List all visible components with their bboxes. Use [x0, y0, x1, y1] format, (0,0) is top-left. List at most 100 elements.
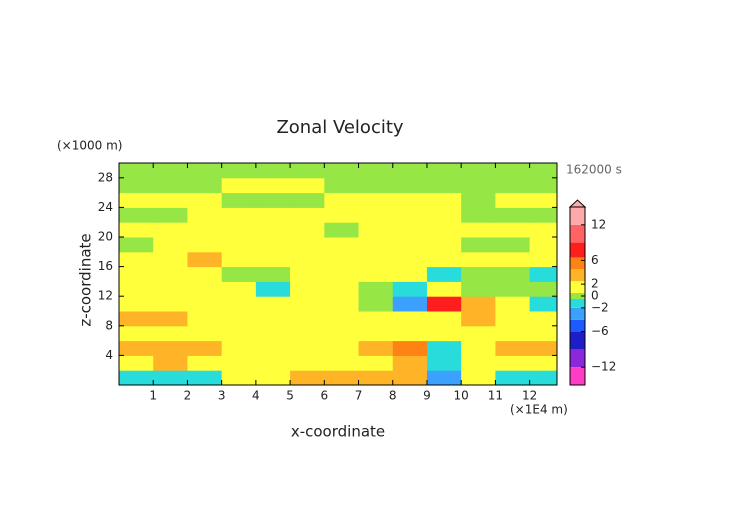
- cell: [153, 370, 188, 385]
- cell: [392, 340, 428, 356]
- cell: [187, 177, 223, 194]
- cell: [461, 177, 496, 194]
- cell: [426, 222, 462, 238]
- cell: [153, 192, 188, 208]
- cell: [461, 163, 496, 179]
- chart-title: Zonal Velocity: [276, 117, 403, 138]
- colorbar-tick-label: 0: [591, 289, 599, 303]
- cell: [153, 237, 188, 253]
- cell: [426, 251, 462, 268]
- cell: [221, 222, 257, 238]
- cell: [392, 251, 428, 268]
- cell: [255, 340, 291, 356]
- cell: [324, 355, 360, 371]
- cell: [290, 311, 325, 327]
- cell: [495, 296, 531, 312]
- cell: [358, 192, 394, 208]
- x-tick-label: 6: [320, 389, 328, 403]
- cell: [461, 340, 496, 356]
- y-tick-label: 12: [98, 289, 113, 303]
- cell: [221, 340, 257, 356]
- cell: [255, 192, 291, 208]
- cell: [290, 251, 325, 268]
- cell: [153, 340, 188, 356]
- cell: [119, 266, 154, 282]
- cell: [324, 163, 360, 179]
- cell: [426, 266, 462, 282]
- cell: [187, 192, 223, 208]
- cell: [495, 311, 531, 327]
- cell: [187, 251, 223, 268]
- colorbar-tick-label: −12: [591, 360, 616, 374]
- cell: [358, 251, 394, 268]
- cell: [392, 222, 428, 238]
- cell: [255, 207, 291, 223]
- cell: [187, 296, 223, 312]
- y-tick-label: 28: [98, 170, 113, 184]
- y-tick-label: 24: [98, 200, 113, 214]
- cell: [153, 177, 188, 194]
- colorbar-band: [570, 367, 585, 385]
- x-tick-label: 4: [252, 389, 260, 403]
- y-tick-label: 4: [105, 348, 113, 362]
- cell: [358, 296, 394, 312]
- cell: [290, 296, 325, 312]
- colorbar-tick-label: −6: [591, 324, 609, 338]
- cell: [461, 370, 496, 385]
- cell: [392, 325, 428, 342]
- cell: [529, 266, 557, 282]
- cell: [529, 355, 557, 371]
- x-unit: (×1E4 m): [510, 403, 568, 417]
- cell: [392, 207, 428, 223]
- cell: [255, 325, 291, 342]
- cell: [290, 340, 325, 356]
- colorbar-band: [570, 293, 585, 299]
- cell: [221, 192, 257, 208]
- cell: [153, 222, 188, 238]
- x-tick-label: 9: [423, 389, 431, 403]
- cell: [221, 296, 257, 312]
- cell: [461, 266, 496, 282]
- cell: [119, 311, 154, 327]
- cell: [495, 222, 531, 238]
- cell: [119, 370, 154, 385]
- cell: [119, 325, 154, 342]
- cell: [529, 177, 557, 194]
- cell: [324, 237, 360, 253]
- cell: [495, 355, 531, 371]
- x-tick-label: 3: [218, 389, 226, 403]
- cell: [426, 340, 462, 356]
- y-tick-label: 20: [98, 230, 113, 244]
- cell: [290, 266, 325, 282]
- cell: [358, 222, 394, 238]
- cell: [529, 207, 557, 223]
- cell: [221, 163, 257, 179]
- cell: [461, 355, 496, 371]
- colorbar-band: [570, 224, 585, 243]
- cell: [426, 370, 462, 385]
- cell: [529, 340, 557, 356]
- cell: [255, 355, 291, 371]
- cell: [426, 207, 462, 223]
- cell: [255, 177, 291, 194]
- cell: [495, 281, 531, 297]
- cell: [153, 266, 188, 282]
- cell: [495, 266, 531, 282]
- x-tick-label: 11: [488, 389, 503, 403]
- y-unit: (×1000 m): [57, 139, 122, 153]
- cell: [119, 296, 154, 312]
- cell: [358, 207, 394, 223]
- cell: [221, 311, 257, 327]
- cell: [392, 296, 428, 312]
- cell: [324, 192, 360, 208]
- cell: [290, 192, 325, 208]
- cell: [119, 222, 154, 238]
- x-tick-label: 2: [184, 389, 192, 403]
- cell: [255, 296, 291, 312]
- cell: [153, 296, 188, 312]
- cell: [153, 355, 188, 371]
- cell: [426, 311, 462, 327]
- colorbar-tick-label: −2: [591, 300, 609, 314]
- cell: [290, 163, 325, 179]
- cell: [255, 311, 291, 327]
